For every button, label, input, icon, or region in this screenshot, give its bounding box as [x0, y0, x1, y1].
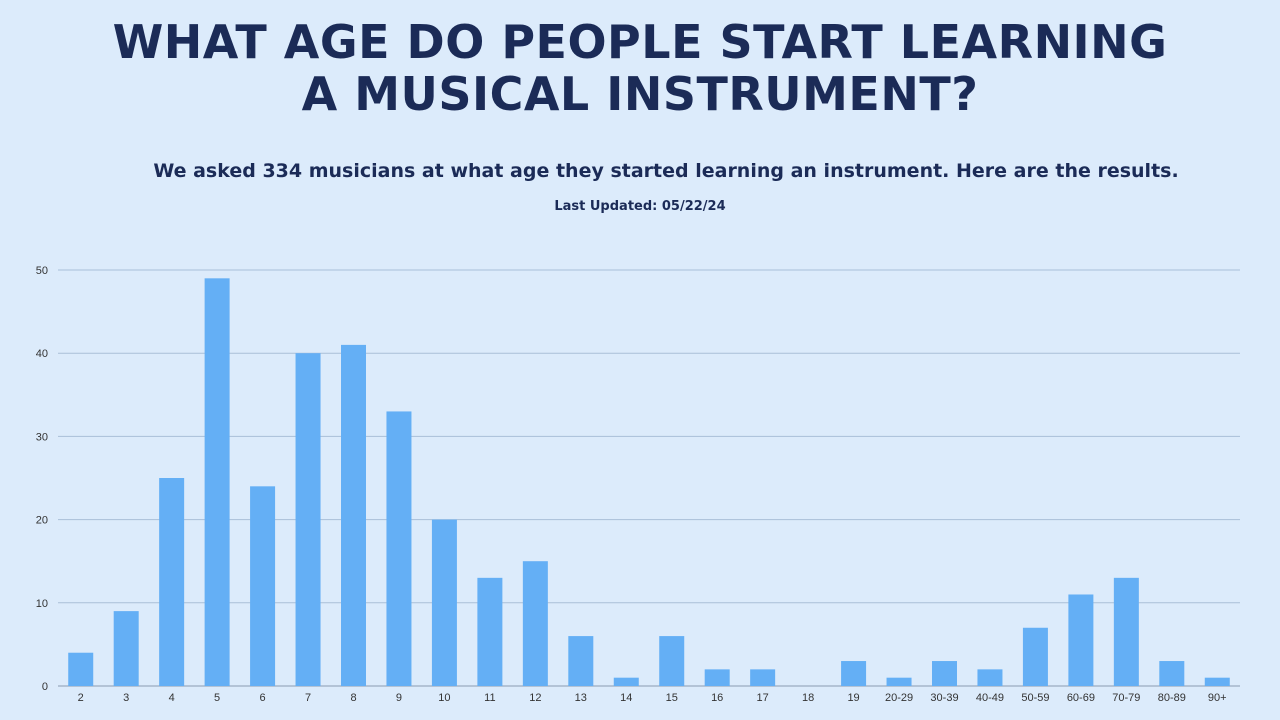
bar-5 — [204, 278, 230, 686]
bar-chart: 0 10 20 30 40 50 2 3 4 5 6 7 8 9 10 11 12 13 14 15 16 17 18 19… — [36, 265, 1240, 704]
y-axis-ticks: 0 10 20 30 40 50 — [36, 265, 48, 693]
x-tick-label: 20-29 — [885, 692, 913, 704]
bar-60-69 — [1068, 594, 1094, 686]
bar-12 — [522, 561, 548, 686]
x-tick-label: 6 — [260, 692, 266, 704]
x-tick-label: 3 — [123, 692, 129, 704]
x-tick-label: 17 — [757, 692, 769, 704]
bar-6 — [250, 486, 276, 686]
y-tick-label: 20 — [36, 515, 48, 527]
bar-8 — [341, 344, 366, 686]
y-tick-label: 0 — [42, 681, 48, 693]
y-tick-label: 50 — [36, 265, 48, 277]
x-tick-label: 13 — [575, 692, 587, 704]
x-tick-label: 9 — [396, 692, 402, 704]
bar-40-49 — [977, 669, 1003, 686]
x-tick-label: 90+ — [1208, 692, 1227, 704]
bar-80-89 — [1159, 661, 1185, 686]
x-tick-label: 19 — [847, 692, 859, 704]
page-title: WHAT AGE DO PEOPLE START LEARNING A MUSI… — [0, 16, 1280, 120]
y-tick-label: 10 — [36, 598, 48, 610]
x-tick-label: 5 — [214, 692, 220, 704]
bar-11 — [477, 577, 503, 686]
x-tick-label: 2 — [78, 692, 84, 704]
x-tick-label: 8 — [350, 692, 356, 704]
title-line-1: WHAT AGE DO PEOPLE START LEARNING — [112, 15, 1168, 69]
x-axis-ticks: 2 3 4 5 6 7 8 9 10 11 12 13 14 15 16 17 18 19 20-29 30-39 40… — [78, 692, 1227, 704]
x-tick-label: 12 — [529, 692, 541, 704]
bar-4 — [159, 478, 185, 686]
bar-16 — [704, 669, 730, 686]
bar-19 — [841, 661, 867, 686]
x-tick-label: 80-89 — [1158, 692, 1186, 704]
bar-2 — [68, 652, 94, 686]
y-tick-label: 40 — [36, 348, 48, 360]
x-tick-label: 50-59 — [1021, 692, 1049, 704]
x-tick-label: 70-79 — [1112, 692, 1140, 704]
x-tick-label: 14 — [620, 692, 632, 704]
title-line-2: A MUSICAL INSTRUMENT? — [301, 67, 979, 121]
bar-13 — [568, 636, 594, 686]
grid-lines — [58, 269, 1240, 687]
bar-10 — [431, 519, 457, 686]
bar-50-59 — [1022, 627, 1048, 686]
x-tick-label: 60-69 — [1067, 692, 1095, 704]
chart-subtitle: We asked 334 musicians at what age they … — [153, 160, 1179, 182]
last-updated-text: Last Updated: 05/22/24 — [554, 199, 726, 214]
x-tick-label: 15 — [666, 692, 678, 704]
x-tick-label: 4 — [169, 692, 175, 704]
x-tick-label: 7 — [305, 692, 311, 704]
bar-17 — [750, 669, 776, 686]
x-tick-label: 10 — [438, 692, 450, 704]
bar-70-79 — [1113, 577, 1139, 686]
bar-7 — [295, 353, 321, 686]
bar-14 — [613, 677, 639, 686]
x-tick-label: 30-39 — [930, 692, 958, 704]
y-tick-label: 30 — [36, 431, 48, 443]
bar-20-29 — [886, 677, 912, 686]
bar-15 — [659, 636, 685, 686]
x-tick-label: 11 — [484, 692, 495, 704]
bar-90+ — [1204, 677, 1230, 686]
bar-9 — [386, 411, 412, 686]
x-tick-label: 16 — [711, 692, 723, 704]
bar-3 — [113, 611, 139, 686]
x-tick-label: 18 — [802, 692, 814, 704]
bar-30-39 — [932, 661, 957, 686]
x-tick-label: 40-49 — [976, 692, 1004, 704]
bars — [68, 278, 1230, 686]
